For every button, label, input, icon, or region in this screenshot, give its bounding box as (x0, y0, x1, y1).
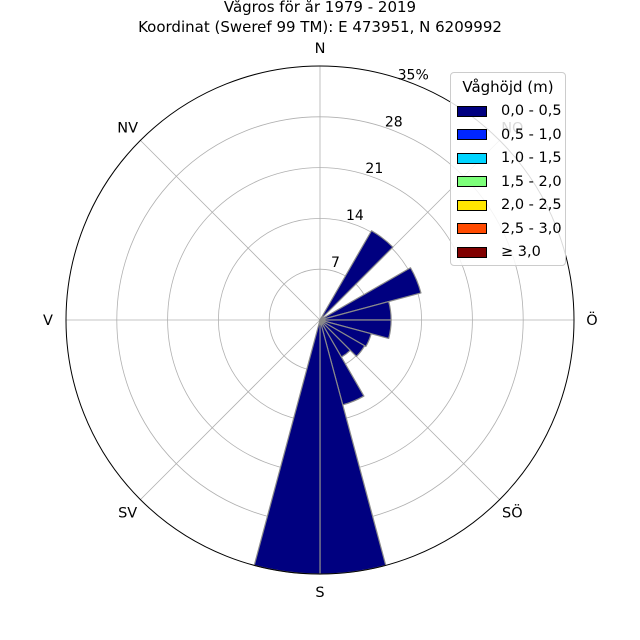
rose-bar-0-0 (319, 230, 394, 321)
legend-item: 2,0 - 2,5 (457, 195, 562, 215)
legend-swatch (457, 105, 487, 117)
legend-label: 2,0 - 2,5 (501, 197, 562, 213)
rose-bar-0-8 (319, 319, 387, 575)
direction-label-sö: SÖ (502, 503, 523, 521)
radial-tick-label-3: 28 (385, 114, 403, 130)
radial-tick-label-4: 35% (398, 67, 429, 83)
direction-gridline-7 (140, 140, 321, 321)
legend-item: 0,0 - 0,5 (457, 101, 562, 121)
legend-title: Våghöjd (m) (462, 78, 554, 96)
legend-swatch (457, 152, 487, 164)
legend-item: 2,5 - 3,0 (457, 219, 562, 239)
legend-item: ≥ 3,0 (457, 242, 541, 262)
radial-tick-label-0: 7 (331, 255, 340, 271)
legend-label: 1,5 - 2,0 (501, 173, 562, 190)
legend-swatch (457, 129, 487, 140)
direction-label-ö: Ö (586, 311, 597, 329)
rose-bar-0-9 (253, 319, 321, 575)
legend-item: 1,0 - 1,5 (457, 148, 562, 168)
rose-bar-0-1 (319, 267, 422, 321)
plot-outline (65, 65, 575, 575)
legend-label: 1,0 - 1,5 (501, 150, 562, 166)
rose-bar-0-4 (319, 319, 372, 348)
radial-tick-label-2: 21 (365, 161, 383, 177)
legend-swatch (457, 199, 487, 211)
legend-label: ≥ 3,0 (501, 244, 541, 260)
direction-label-nv: NV (117, 121, 138, 137)
direction-label-v: V (43, 313, 53, 329)
direction-label-sv: SV (118, 505, 137, 521)
legend-item: 1,5 - 2,0 (457, 172, 562, 192)
legend-item: 0,5 - 1,0 (457, 125, 562, 145)
direction-label-n: N (315, 41, 326, 57)
rose-bar-0-5 (319, 319, 366, 358)
legend-swatch (457, 176, 487, 187)
direction-gridline-5 (140, 319, 321, 500)
legend-label: 2,5 - 3,0 (501, 220, 562, 237)
chart-title-line1: Vågros för år 1979 - 2019 (223, 0, 417, 16)
chart-title: Vågros för år 1979 - 2019 Koordinat (Swe… (0, 0, 640, 37)
direction-label-s: S (315, 585, 324, 601)
legend-swatch (457, 246, 487, 258)
legend: Våghöjd (m) 0,0 - 0,5 0,5 - 1,0 1,0 - 1,5 1… (450, 72, 566, 266)
radial-tick-label-1: 14 (346, 208, 364, 224)
chart-title-line2: Koordinat (Sweref 99 TM): E 473951, N 62… (138, 18, 502, 36)
legend-swatch (457, 223, 487, 234)
legend-label: 0,5 - 1,0 (501, 126, 562, 143)
legend-label: 0,0 - 0,5 (501, 103, 562, 119)
